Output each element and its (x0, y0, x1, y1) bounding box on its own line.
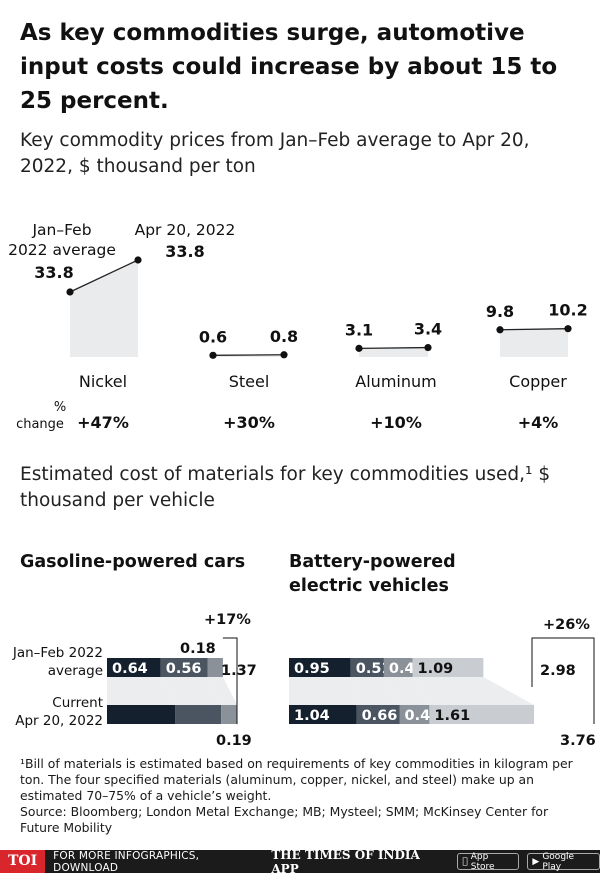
gas-bar-segment (107, 658, 161, 677)
google-play-label: Google Play (541, 851, 574, 872)
start-point-aluminum (355, 344, 363, 352)
row-label-line2: average (48, 663, 103, 679)
footnote-text: ¹Bill of materials is estimated based on… (20, 756, 573, 803)
start-value-label: 0.6 (199, 327, 227, 346)
percent-change-value: +10% (370, 413, 422, 432)
ev-connector-band (412, 677, 535, 705)
start-value-label: 9.8 (486, 302, 514, 321)
headline: As key commodities surge, automotive inp… (20, 20, 558, 114)
ev-bar-segment (350, 658, 384, 677)
start-point-steel (209, 351, 217, 359)
percent-change-value: +47% (77, 413, 129, 432)
ev-bar-segment (289, 705, 357, 724)
ev-bar-segment (399, 705, 430, 724)
ev-total-label: 2.98 (540, 663, 576, 679)
download-banner[interactable]: TOI FOR MORE INFOGRAPHICS, DOWNLOAD THE … (0, 847, 600, 876)
footnote: ¹Bill of materials is estimated based on… (20, 756, 585, 836)
ev-segment-label: 1.61 (434, 708, 470, 724)
ev-title-line2: electric vehicles (289, 576, 449, 596)
category-label: Nickel (79, 372, 127, 391)
ev-segment-label: 0.95 (294, 661, 330, 677)
gas-bottom-label: 0.19 (216, 733, 252, 749)
ev-connector-band (383, 677, 430, 705)
price-line-aluminum (358, 346, 429, 350)
start-label-line2: 2022 average (8, 241, 116, 259)
ev-bar-segment (356, 705, 400, 724)
vehicle-cost-chart: Gasoline-powered cars Battery-powered elec… (12, 552, 596, 749)
gas-change-bracket (222, 637, 238, 724)
end-point-steel (280, 351, 288, 359)
gas-connector-band (207, 677, 238, 705)
app-store-label: App Store (469, 851, 495, 872)
banner-text: FOR MORE INFOGRAPHICS, DOWNLOAD (53, 849, 200, 874)
subtitle-prices: Key commodity prices from Jan–Feb averag… (20, 130, 530, 177)
gas-bar-segment (107, 705, 176, 724)
google-play-button[interactable]: ▶ Google Play (527, 851, 600, 872)
ev-bar-segment (289, 658, 351, 677)
play-icon: ▶ (531, 856, 539, 867)
subtitle-cost-per-vehicle: Estimated cost of materials for key comm… (20, 464, 551, 511)
toi-logo: TOI (0, 850, 46, 873)
end-point-nickel (134, 256, 142, 264)
gas-segment-label-top: 0.18 (180, 641, 216, 657)
ev-title-line1: Battery-powered (289, 552, 456, 572)
ev-total-label-current: 3.76 (560, 733, 596, 749)
ev-bar-segment (412, 658, 484, 677)
banner-paper-name: THE TIMES OF INDIA APP (271, 847, 420, 876)
end-value-label: 10.2 (548, 301, 587, 320)
gas-bar-segment (221, 705, 238, 724)
price-area-copper (500, 328, 568, 357)
end-value-label: 3.4 (414, 320, 442, 339)
category-label: Copper (509, 372, 567, 391)
row-label-line1: Jan–Feb 2022 (12, 645, 103, 661)
gas-change-label: +17% (204, 612, 251, 628)
ev-bar-segment (383, 658, 413, 677)
gas-total-label: 1.37 (221, 663, 257, 679)
percent-label-line1: % (54, 400, 66, 415)
row-label-line3: Current (52, 695, 103, 711)
price-line-copper (499, 328, 569, 331)
gas-segment-label: 0.64 (112, 661, 148, 677)
ev-change-bracket (531, 637, 595, 724)
percent-change-value: +30% (223, 413, 275, 432)
start-value-label: 33.8 (34, 263, 73, 282)
ev-connector-band (350, 677, 400, 705)
price-line-steel (212, 354, 285, 356)
start-point-nickel (66, 288, 74, 296)
end-point-copper (564, 325, 572, 333)
price-area-nickel (70, 260, 138, 357)
gas-segment-label: 0.56 (166, 661, 202, 677)
start-point-copper (496, 326, 504, 334)
row-label-line4: Apr 20, 2022 (15, 713, 103, 729)
gas-bar-segment (160, 658, 208, 677)
ev-change-label: +26% (543, 617, 590, 633)
price-area-aluminum (359, 347, 428, 357)
start-value-label: 3.1 (345, 320, 373, 339)
gas-bar-segment (175, 705, 222, 724)
ev-segment-label: 1.04 (294, 708, 330, 724)
ev-segment-label: 1.09 (418, 661, 454, 677)
category-label: Aluminum (355, 372, 436, 391)
gas-connector-band (107, 677, 176, 705)
apple-icon:  (462, 857, 467, 867)
commodity-price-chart: 33.8 33.8 Nickel +47% 0.6 0.8 Steel +30% 3.1 3.4 A… (8, 221, 588, 432)
ev-connector-band (289, 677, 357, 705)
end-value-label: 0.8 (270, 327, 298, 346)
source-text: Source: Bloomberg; London Metal Exchange… (20, 804, 549, 835)
gasoline-title: Gasoline-powered cars (20, 552, 245, 572)
category-label: Steel (229, 372, 270, 391)
end-point-aluminum (424, 343, 432, 352)
ev-bar-segment (429, 705, 535, 724)
end-label: Apr 20, 2022 (135, 221, 236, 239)
gas-connector-band (160, 677, 222, 705)
end-value-label: 33.8 (165, 242, 204, 261)
percent-change-value: +4% (518, 413, 559, 432)
app-store-button[interactable]:  App Store (457, 851, 520, 872)
price-line-nickel (69, 259, 139, 293)
percent-label-line2: change (16, 417, 64, 432)
start-label-line1: Jan–Feb (31, 221, 91, 239)
ev-segment-label: 0.66 (362, 708, 398, 724)
ev-segment-label: 0.51 (356, 661, 392, 677)
gas-bar-segment (207, 658, 223, 677)
